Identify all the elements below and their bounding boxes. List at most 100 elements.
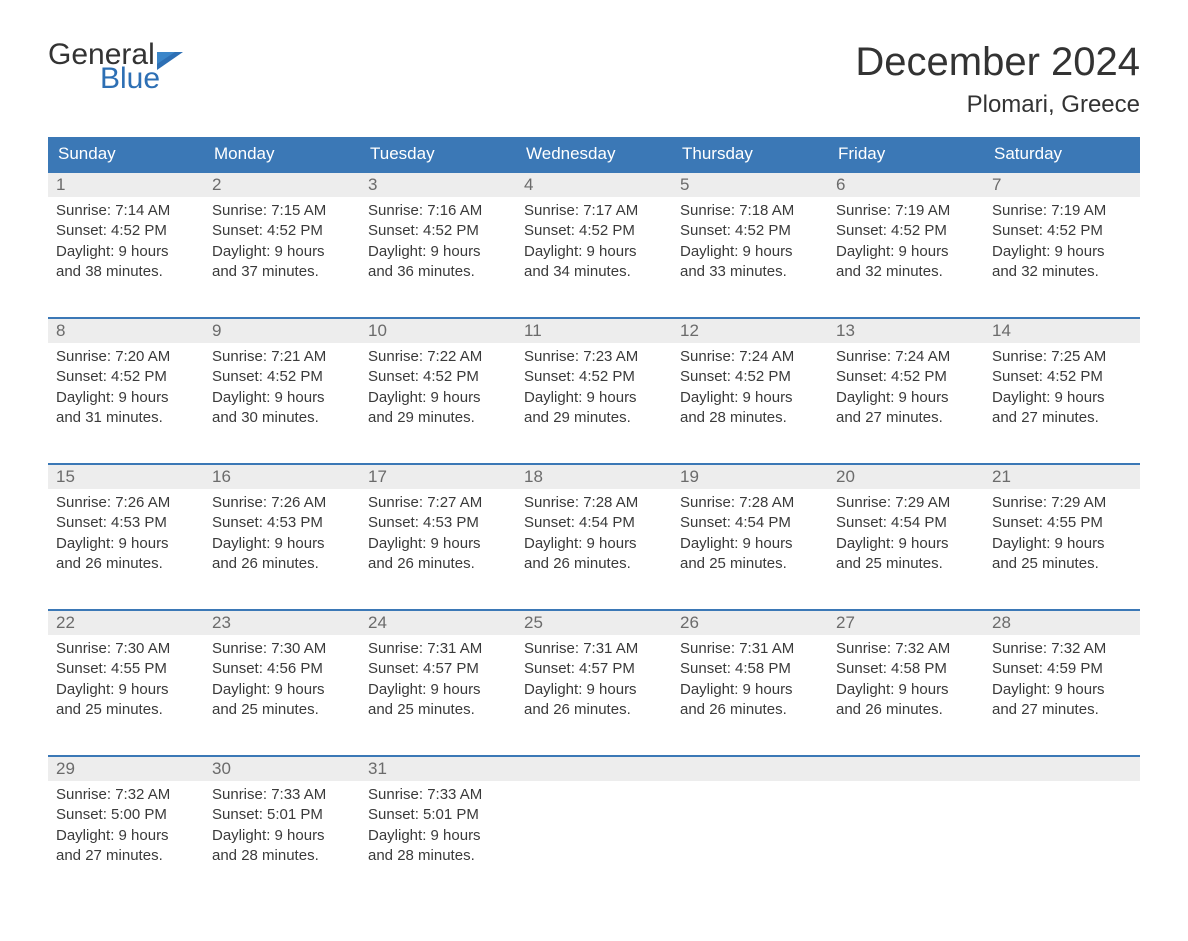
day-number: 15	[48, 465, 204, 489]
day-details: Sunrise: 7:31 AMSunset: 4:58 PMDaylight:…	[672, 635, 828, 744]
sunset-line: Sunset: 5:00 PM	[56, 805, 196, 825]
day-cell: Sunrise: 7:32 AMSunset: 4:59 PMDaylight:…	[984, 635, 1140, 755]
day-details: Sunrise: 7:32 AMSunset: 4:59 PMDaylight:…	[984, 635, 1140, 744]
daylight-line-2: and 27 minutes.	[992, 700, 1132, 720]
day-cell: Sunrise: 7:24 AMSunset: 4:52 PMDaylight:…	[672, 343, 828, 463]
daylight-line-2: and 38 minutes.	[56, 262, 196, 282]
day-cell: Sunrise: 7:28 AMSunset: 4:54 PMDaylight:…	[672, 489, 828, 609]
sunrise-line: Sunrise: 7:23 AM	[524, 347, 664, 367]
day-number: 4	[516, 173, 672, 197]
day-cell: Sunrise: 7:14 AMSunset: 4:52 PMDaylight:…	[48, 197, 204, 317]
sunset-line: Sunset: 5:01 PM	[368, 805, 508, 825]
day-cell: Sunrise: 7:33 AMSunset: 5:01 PMDaylight:…	[360, 781, 516, 901]
daylight-line-2: and 31 minutes.	[56, 408, 196, 428]
sunrise-line: Sunrise: 7:32 AM	[992, 639, 1132, 659]
daylight-line-2: and 27 minutes.	[56, 846, 196, 866]
daylight-line-1: Daylight: 9 hours	[680, 242, 820, 262]
daylight-line-2: and 32 minutes.	[836, 262, 976, 282]
sunrise-line: Sunrise: 7:20 AM	[56, 347, 196, 367]
daylight-line-1: Daylight: 9 hours	[992, 534, 1132, 554]
week-number-row: 22232425262728	[48, 609, 1140, 635]
page-header: General Blue December 2024 Plomari, Gree…	[48, 40, 1140, 119]
daylight-line-2: and 27 minutes.	[992, 408, 1132, 428]
sunrise-line: Sunrise: 7:15 AM	[212, 201, 352, 221]
day-number: 25	[516, 611, 672, 635]
brand-word-2: Blue	[48, 64, 183, 94]
day-number: 9	[204, 319, 360, 343]
sunrise-line: Sunrise: 7:33 AM	[212, 785, 352, 805]
day-number: 18	[516, 465, 672, 489]
location-label: Plomari, Greece	[855, 91, 1140, 119]
daylight-line-1: Daylight: 9 hours	[56, 388, 196, 408]
daylight-line-2: and 36 minutes.	[368, 262, 508, 282]
day-cell: Sunrise: 7:23 AMSunset: 4:52 PMDaylight:…	[516, 343, 672, 463]
sunset-line: Sunset: 4:52 PM	[524, 221, 664, 241]
week-body-row: Sunrise: 7:30 AMSunset: 4:55 PMDaylight:…	[48, 635, 1140, 755]
day-cell	[828, 781, 984, 901]
week-body-row: Sunrise: 7:20 AM Sunset: 4:52 PM Daylight:…	[48, 343, 1140, 463]
day-number: 30	[204, 757, 360, 781]
day-cell: Sunrise: 7:29 AMSunset: 4:55 PMDaylight:…	[984, 489, 1140, 609]
daylight-line-1: Daylight: 9 hours	[56, 242, 196, 262]
sunrise-line: Sunrise: 7:24 AM	[836, 347, 976, 367]
sunrise-line: Sunrise: 7:24 AM	[680, 347, 820, 367]
day-number: 27	[828, 611, 984, 635]
daylight-line-1: Daylight: 9 hours	[56, 680, 196, 700]
day-details: Sunrise: 7:32 AMSunset: 4:58 PMDaylight:…	[828, 635, 984, 744]
sunset-line: Sunset: 4:52 PM	[368, 221, 508, 241]
daylight-line-2: and 37 minutes.	[212, 262, 352, 282]
day-details: Sunrise: 7:20 AMSunset: 4:52 PMDaylight:…	[48, 343, 204, 452]
day-number: 17	[360, 465, 516, 489]
sunrise-line: Sunrise: 7:18 AM	[680, 201, 820, 221]
sunset-line: Sunset: 4:52 PM	[368, 367, 508, 387]
day-details: Sunrise: 7:27 AMSunset: 4:53 PMDaylight:…	[360, 489, 516, 598]
day-details: Sunrise: 7:30 AMSunset: 4:55 PMDaylight:…	[48, 635, 204, 744]
daylight-line-1: Daylight: 9 hours	[524, 534, 664, 554]
day-details: Sunrise: 7:23 AMSunset: 4:52 PMDaylight:…	[516, 343, 672, 452]
daylight-line-2: and 25 minutes.	[680, 554, 820, 574]
daylight-line-1: Daylight: 9 hours	[524, 242, 664, 262]
day-number: 11	[516, 319, 672, 343]
sunrise-line: Sunrise: 7:31 AM	[368, 639, 508, 659]
day-number: 2	[204, 173, 360, 197]
day-cell: Sunrise: 7:21 AMSunset: 4:52 PMDaylight:…	[204, 343, 360, 463]
sunrise-line: Sunrise: 7:26 AM	[212, 493, 352, 513]
daylight-line-2: and 26 minutes.	[368, 554, 508, 574]
day-cell: Sunrise: 7:20 AMSunset: 4:52 PMDaylight:…	[48, 343, 204, 463]
daylight-line-2: and 32 minutes.	[992, 262, 1132, 282]
day-details: Sunrise: 7:26 AMSunset: 4:53 PMDaylight:…	[204, 489, 360, 598]
day-number: 31	[360, 757, 516, 781]
day-details: Sunrise: 7:28 AMSunset: 4:54 PMDaylight:…	[672, 489, 828, 598]
daylight-line-2: and 29 minutes.	[368, 408, 508, 428]
daylight-line-2: and 27 minutes.	[836, 408, 976, 428]
sunset-line: Sunset: 4:52 PM	[836, 367, 976, 387]
sunset-line: Sunset: 4:52 PM	[836, 221, 976, 241]
sunset-line: Sunset: 4:52 PM	[212, 221, 352, 241]
daylight-line-1: Daylight: 9 hours	[992, 388, 1132, 408]
day-cell: Sunrise: 7:29 AMSunset: 4:54 PMDaylight:…	[828, 489, 984, 609]
daylight-line-1: Daylight: 9 hours	[836, 242, 976, 262]
sunrise-line: Sunrise: 7:32 AM	[56, 785, 196, 805]
day-details: Sunrise: 7:31 AMSunset: 4:57 PMDaylight:…	[516, 635, 672, 744]
daylight-line-2: and 25 minutes.	[368, 700, 508, 720]
daylight-line-1: Daylight: 9 hours	[212, 242, 352, 262]
daylight-line-2: and 26 minutes.	[524, 554, 664, 574]
day-number: 1	[48, 173, 204, 197]
sunset-line: Sunset: 4:58 PM	[836, 659, 976, 679]
calendar: SundayMondayTuesdayWednesdayThursdayFrid…	[48, 137, 1140, 901]
week-body-row: Sunrise: 7:14 AMSunset: 4:52 PMDaylight:…	[48, 197, 1140, 317]
day-cell: Sunrise: 7:31 AMSunset: 4:58 PMDaylight:…	[672, 635, 828, 755]
daylight-line-2: and 25 minutes.	[56, 700, 196, 720]
sunset-line: Sunset: 4:54 PM	[680, 513, 820, 533]
day-details: Sunrise: 7:24 AMSunset: 4:52 PMDaylight:…	[828, 343, 984, 452]
daylight-line-1: Daylight: 9 hours	[368, 242, 508, 262]
daylight-line-1: Daylight: 9 hours	[368, 534, 508, 554]
weekday-header: Friday	[828, 137, 984, 171]
sunset-line: Sunset: 4:57 PM	[368, 659, 508, 679]
sunrise-line: Sunrise: 7:25 AM	[992, 347, 1132, 367]
daylight-line-2: and 26 minutes.	[680, 700, 820, 720]
sunrise-line: Sunrise: 7:22 AM	[368, 347, 508, 367]
day-details: Sunrise: 7:33 AMSunset: 5:01 PMDaylight:…	[360, 781, 516, 890]
daylight-line-2: and 26 minutes.	[524, 700, 664, 720]
day-details: Sunrise: 7:21 AMSunset: 4:52 PMDaylight:…	[204, 343, 360, 452]
